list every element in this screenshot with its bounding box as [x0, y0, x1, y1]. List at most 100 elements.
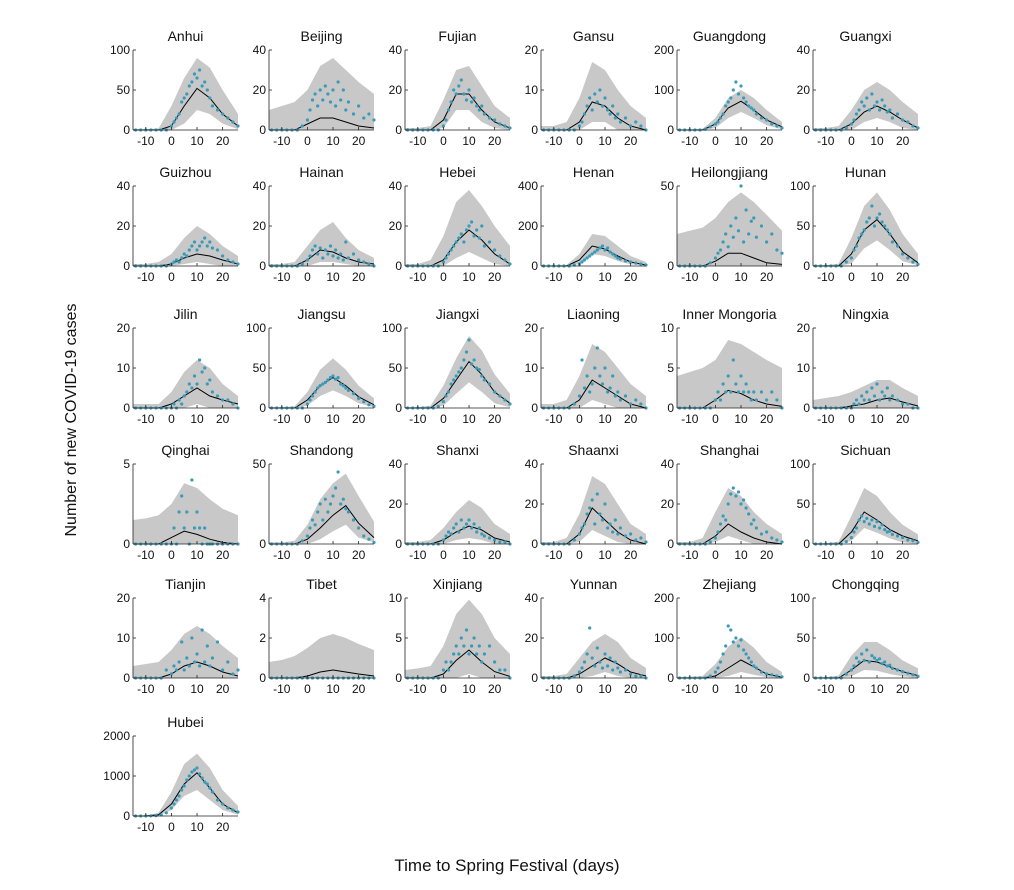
data-point	[754, 112, 759, 116]
data-point	[916, 540, 920, 545]
data-point	[713, 398, 718, 402]
data-point	[470, 644, 474, 648]
data-point	[503, 258, 507, 262]
data-point	[875, 216, 879, 220]
x-tick-label: 0	[848, 548, 855, 562]
data-point	[185, 656, 189, 660]
x-tick-label: 0	[848, 134, 855, 148]
data-point	[844, 260, 848, 264]
data-point	[749, 106, 753, 110]
x-tick-label: 10	[870, 548, 884, 562]
x-tick-label: 10	[462, 682, 476, 696]
data-point	[182, 784, 186, 788]
panel-heilongjiang: 0 50 -10 0 10 20 Heilongjiang	[661, 164, 784, 284]
data-point	[215, 108, 220, 112]
data-point	[172, 664, 176, 668]
data-point	[480, 104, 484, 108]
data-point	[731, 640, 735, 644]
confidence-band	[133, 226, 238, 266]
y-tick-label: 1000	[103, 769, 130, 783]
data-point	[372, 404, 376, 408]
y-tick-label: 0	[123, 259, 130, 273]
confidence-band	[269, 222, 374, 266]
data-point	[883, 104, 887, 108]
data-point	[747, 390, 751, 394]
panel-title: Qinghai	[161, 442, 209, 458]
data-point	[629, 402, 633, 406]
y-tick-label: 50	[797, 219, 811, 233]
panel-title: Beijing	[300, 28, 342, 44]
x-tick-label: 10	[734, 270, 748, 284]
data-point	[493, 248, 497, 252]
data-point	[203, 526, 207, 530]
x-tick-label: 0	[712, 682, 719, 696]
data-point	[169, 806, 173, 810]
data-point	[503, 124, 507, 128]
data-point	[305, 258, 309, 262]
data-point	[870, 654, 874, 658]
panel-title: Jilin	[173, 306, 197, 322]
data-point	[480, 374, 484, 378]
y-tick-label: 50	[253, 457, 267, 471]
data-point	[198, 244, 202, 248]
x-tick-label: 10	[598, 134, 612, 148]
data-point	[208, 240, 212, 244]
data-point	[616, 666, 620, 670]
confidence-band	[677, 637, 782, 678]
data-point	[174, 258, 179, 262]
data-point	[316, 510, 320, 514]
data-point	[187, 382, 191, 386]
data-point	[729, 492, 733, 496]
y-tick-label: 50	[389, 361, 403, 375]
x-tick-label: -10	[273, 270, 291, 284]
data-point	[493, 390, 497, 394]
panel-ningxia: 0 10 20 -10 0 10 20 Ningxia	[797, 306, 920, 426]
data-point	[608, 656, 612, 660]
y-tick-label: 10	[525, 83, 539, 97]
data-point	[849, 122, 854, 126]
data-point	[901, 118, 905, 122]
data-point	[452, 526, 456, 530]
data-point	[174, 798, 179, 802]
data-point	[603, 366, 607, 370]
data-point	[462, 644, 466, 648]
data-point	[215, 640, 220, 644]
data-point	[593, 92, 597, 96]
data-point	[308, 254, 312, 258]
data-point	[752, 390, 756, 394]
panel-title: Fujian	[438, 28, 476, 44]
data-point	[606, 664, 610, 668]
data-point	[177, 260, 181, 264]
data-point	[300, 262, 304, 266]
x-tick-label: 0	[440, 134, 447, 148]
data-point	[724, 390, 728, 394]
data-point	[195, 652, 199, 656]
panel-title: Ningxia	[842, 306, 889, 322]
y-tick-label: 2000	[103, 729, 130, 743]
data-point	[203, 780, 207, 784]
data-point	[906, 256, 910, 260]
x-axis-label: Time to Spring Festival (days)	[394, 856, 620, 875]
data-point	[454, 374, 458, 378]
data-point	[498, 668, 502, 672]
data-point	[888, 232, 892, 236]
x-tick-label: 0	[440, 270, 447, 284]
data-point	[718, 248, 723, 252]
data-point	[454, 644, 458, 648]
data-point	[231, 120, 235, 124]
y-tick-label: 5	[123, 457, 130, 471]
data-point	[911, 260, 915, 264]
data-point	[747, 656, 751, 660]
data-point	[192, 240, 197, 244]
data-point	[770, 122, 774, 126]
x-tick-label: -10	[681, 270, 699, 284]
data-point	[454, 522, 458, 526]
data-point	[487, 644, 492, 648]
x-tick-label: 20	[760, 412, 774, 426]
data-point	[198, 772, 202, 776]
data-point	[441, 538, 445, 542]
data-point	[467, 224, 471, 228]
data-point	[595, 100, 599, 104]
data-point	[580, 260, 584, 264]
data-point	[754, 666, 759, 670]
